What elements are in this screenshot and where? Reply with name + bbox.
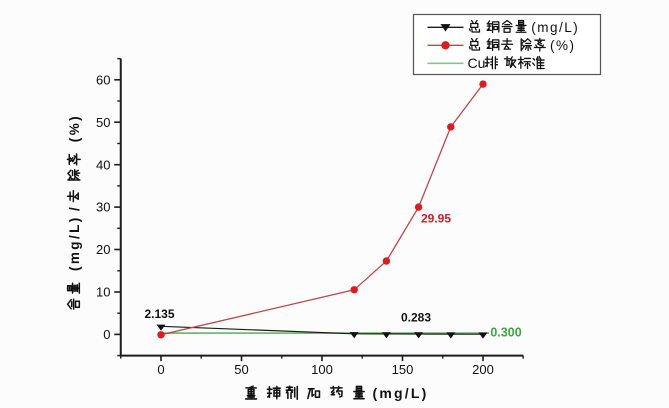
- svg-text:(mg/L): (mg/L): [67, 215, 82, 271]
- svg-text:(%): (%): [550, 38, 576, 53]
- svg-text:0.283: 0.283: [401, 311, 431, 325]
- svg-text:0.300: 0.300: [490, 326, 521, 340]
- svg-text:200: 200: [472, 362, 494, 377]
- svg-text:50: 50: [96, 115, 110, 130]
- svg-text:40: 40: [96, 157, 110, 172]
- svg-text:0: 0: [157, 362, 164, 377]
- svg-text:30: 30: [96, 200, 110, 215]
- svg-text:(mg/L): (mg/L): [531, 20, 579, 35]
- svg-text:20: 20: [96, 242, 110, 257]
- svg-text:/: /: [67, 207, 82, 211]
- svg-text:60: 60: [96, 72, 110, 87]
- svg-text:150: 150: [392, 362, 414, 377]
- svg-text:Cu: Cu: [468, 55, 486, 71]
- svg-text:50: 50: [234, 362, 248, 377]
- svg-text:0: 0: [103, 327, 110, 342]
- svg-text:10: 10: [96, 285, 110, 300]
- svg-text:2.135: 2.135: [144, 307, 174, 321]
- svg-text:(%): (%): [67, 114, 82, 142]
- svg-text:100: 100: [311, 362, 333, 377]
- svg-text:29.95: 29.95: [421, 212, 451, 226]
- svg-text:(mg/L): (mg/L): [373, 385, 429, 401]
